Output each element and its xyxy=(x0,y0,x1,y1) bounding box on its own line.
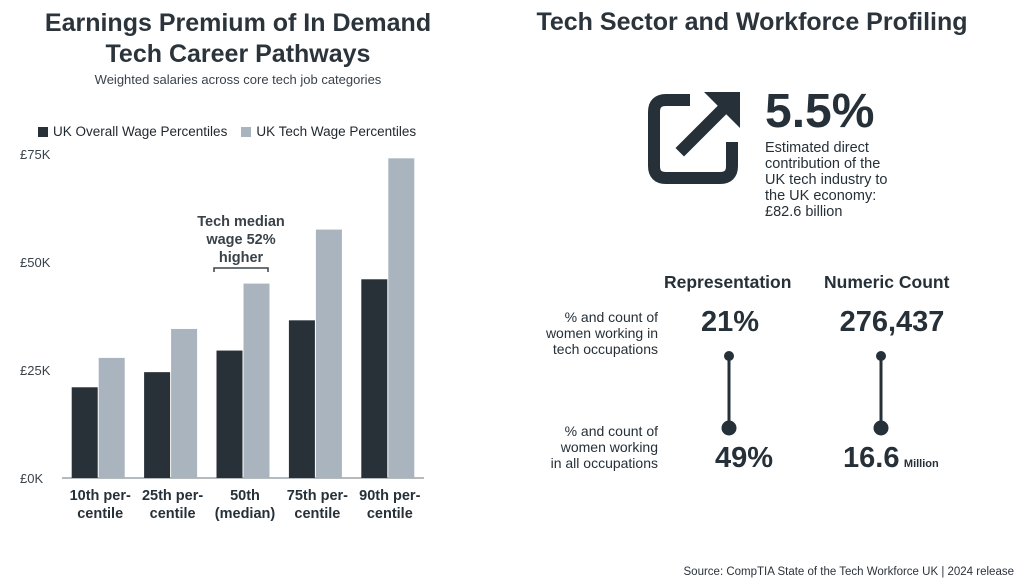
bar-tech xyxy=(243,283,270,478)
x-tick-label: centile xyxy=(294,506,340,522)
representation-all-value: 49% xyxy=(714,442,774,474)
annotation-text: Tech median xyxy=(197,214,285,230)
row-label-tech-occupations: % and count of women working in tech occ… xyxy=(520,309,658,357)
bar-overall xyxy=(144,372,171,478)
x-tick-label: centile xyxy=(150,506,196,522)
y-tick-label: £25K xyxy=(20,363,51,378)
x-tick-label: 50th xyxy=(230,488,260,504)
bar-overall xyxy=(361,279,388,478)
bar-overall xyxy=(216,350,243,478)
row-label-line: % and count of xyxy=(564,309,658,325)
bar-tech xyxy=(315,229,342,478)
y-tick-label: £0K xyxy=(20,471,43,486)
legend-label-tech: UK Tech Wage Percentiles xyxy=(256,124,417,139)
x-tick-label: centile xyxy=(367,506,413,522)
numeric-count-all-unit: Million xyxy=(903,458,939,470)
x-tick-label: 90th per- xyxy=(359,488,420,504)
x-tick-label: centile xyxy=(77,506,123,522)
numeric-count-all-value: 16.6 xyxy=(843,442,900,474)
y-tick-label: £50K xyxy=(20,255,51,270)
legend-swatch-overall xyxy=(38,126,48,137)
connector-representation xyxy=(721,351,737,436)
legend-label-overall: UK Overall Wage Percentiles xyxy=(53,124,228,139)
headline-desc-line: Estimated direct xyxy=(765,140,869,156)
profile-title: Tech Sector and Workforce Profiling xyxy=(536,8,968,36)
numeric-count-header: Numeric Count xyxy=(824,272,950,292)
x-tick-label: (median) xyxy=(215,506,276,522)
annotation-bracket xyxy=(213,267,269,272)
headline-desc-line: UK tech industry to xyxy=(765,172,888,188)
bar-overall xyxy=(288,320,315,478)
row-label-line: women working in xyxy=(545,325,658,341)
connector-count xyxy=(873,351,889,436)
legend-item-overall: UK Overall Wage Percentiles xyxy=(38,124,227,139)
headline-desc-line: the UK economy: xyxy=(765,188,877,204)
representation-tech-value: 21% xyxy=(700,306,760,338)
chart-title: Earnings Premium of In Demand Tech Caree… xyxy=(0,8,476,70)
row-label-line: % and count of xyxy=(564,423,658,439)
headline-desc-line: £82.6 billion xyxy=(765,204,843,220)
headline-desc-line: contribution of the xyxy=(765,156,881,172)
external-link-icon xyxy=(648,92,740,184)
bar-overall xyxy=(71,387,98,478)
legend-item-tech: UK Tech Wage Percentiles xyxy=(241,124,416,139)
x-tick-label: 25th per- xyxy=(142,488,203,504)
numeric-count-all: 16.6 Million xyxy=(843,442,939,475)
row-label-line: in all occupations xyxy=(550,455,658,471)
chart-legend: UK Overall Wage Percentiles UK Tech Wage… xyxy=(38,124,416,139)
annotation-text: wage 52% xyxy=(205,232,275,248)
chart-title-line2: Tech Career Pathways xyxy=(105,40,371,68)
numeric-count-tech-value: 276,437 xyxy=(839,306,945,338)
chart-title-line1: Earnings Premium of In Demand xyxy=(44,9,432,37)
bar-chart: £0K £25K £50K £75K 10th per-centile 25th per-… xyxy=(20,147,424,522)
row-label-all-occupations: % and count of women working in all occu… xyxy=(520,423,658,471)
row-label-line: tech occupations xyxy=(552,341,658,357)
chart-subtitle: Weighted salaries across core tech job c… xyxy=(94,72,382,87)
x-tick-label: 10th per- xyxy=(70,488,131,504)
annotation-text: higher xyxy=(219,250,264,266)
bar-tech xyxy=(388,158,415,478)
bar-tech xyxy=(171,328,198,478)
row-label-line: women working xyxy=(560,439,658,455)
headline-description: Estimated direct contribution of the UK … xyxy=(765,140,925,220)
x-tick-label: 75th per- xyxy=(287,488,348,504)
y-tick-label: £75K xyxy=(20,147,51,162)
headline-value: 5.5% xyxy=(765,85,875,138)
representation-header: Representation xyxy=(664,272,792,292)
legend-swatch-tech xyxy=(241,126,252,137)
source-note: Source: CompTIA State of the Tech Workfo… xyxy=(683,566,1014,578)
bar-tech xyxy=(98,357,125,478)
